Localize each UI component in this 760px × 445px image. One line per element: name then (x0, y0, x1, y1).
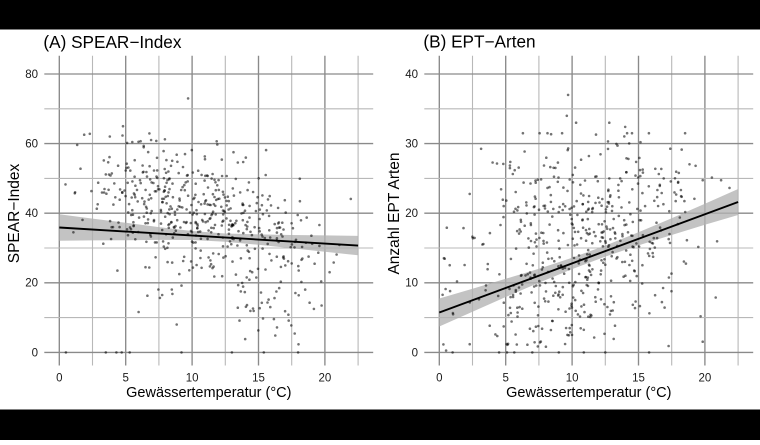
svg-text:0: 0 (32, 347, 38, 359)
svg-text:15: 15 (632, 373, 645, 385)
svg-text:Gewässertemperatur (°C): Gewässertemperatur (°C) (506, 385, 671, 401)
svg-text:15: 15 (252, 373, 265, 385)
svg-text:10: 10 (405, 278, 418, 290)
svg-text:80: 80 (25, 69, 38, 81)
svg-text:0: 0 (56, 373, 62, 385)
svg-text:30: 30 (405, 139, 418, 151)
svg-text:20: 20 (25, 278, 38, 290)
svg-text:SPEAR−Index: SPEAR−Index (6, 163, 23, 263)
svg-text:(B) EPT−Arten: (B) EPT−Arten (423, 32, 535, 52)
svg-text:20: 20 (405, 208, 418, 220)
svg-text:5: 5 (502, 373, 508, 385)
svg-text:0: 0 (436, 373, 442, 385)
svg-text:40: 40 (25, 208, 38, 220)
svg-text:Anzahl EPT Arten: Anzahl EPT Arten (386, 152, 403, 274)
svg-text:20: 20 (699, 373, 712, 385)
svg-text:10: 10 (186, 373, 199, 385)
svg-text:0: 0 (412, 347, 418, 359)
svg-text:40: 40 (405, 69, 418, 81)
svg-text:5: 5 (122, 373, 128, 385)
svg-text:20: 20 (319, 373, 332, 385)
svg-text:10: 10 (566, 373, 579, 385)
svg-text:(A) SPEAR−Index: (A) SPEAR−Index (43, 32, 181, 52)
svg-text:Gewässertemperatur (°C): Gewässertemperatur (°C) (126, 385, 291, 401)
svg-text:60: 60 (25, 139, 38, 151)
